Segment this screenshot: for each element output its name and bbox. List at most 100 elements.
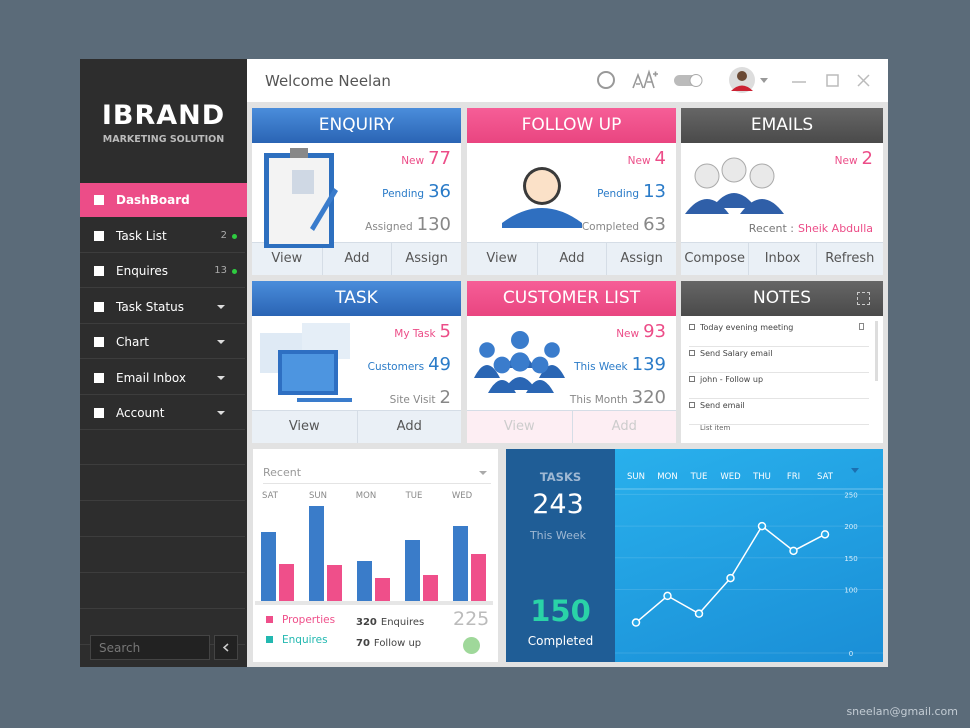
scrollbar bbox=[875, 321, 878, 381]
illustration bbox=[694, 163, 720, 189]
point bbox=[789, 546, 798, 556]
illustration bbox=[297, 398, 352, 402]
menu-item[interactable]: DashBoard bbox=[80, 183, 247, 217]
stat-value: 2 bbox=[439, 387, 451, 408]
sidebar bbox=[80, 59, 247, 667]
x-tick-label: WED bbox=[720, 472, 741, 482]
stat: New 4 bbox=[628, 148, 666, 169]
welcome: Welcome Neelan bbox=[265, 72, 391, 90]
note-item: john - Follow up bbox=[689, 373, 869, 399]
menu-icon bbox=[94, 337, 104, 347]
stat: New 77 bbox=[401, 148, 451, 169]
card: CUSTOMER LIST New 93 This Week 139 This Month… bbox=[467, 281, 676, 443]
menu-divider bbox=[80, 464, 245, 465]
x-tick-label: SUN bbox=[627, 472, 645, 482]
stat-label: New bbox=[401, 155, 425, 167]
search-box[interactable]: Search bbox=[90, 635, 210, 660]
tasks-title: TASKS bbox=[539, 470, 582, 484]
menu-divider bbox=[80, 500, 245, 501]
card-title: NOTES bbox=[681, 281, 883, 316]
stat-value: 77 bbox=[428, 148, 451, 169]
expand-icon[interactable] bbox=[857, 292, 870, 305]
menu-divider bbox=[80, 323, 245, 324]
checkbox[interactable] bbox=[689, 324, 695, 330]
menu-item[interactable]: Enquires 13 bbox=[80, 254, 247, 288]
pin bbox=[859, 323, 864, 330]
note-text: Today evening meeting bbox=[700, 323, 794, 332]
illustration bbox=[544, 342, 560, 358]
stat-label: Completed bbox=[581, 221, 640, 233]
stat-value: 36 bbox=[428, 181, 451, 202]
y-tick-label: 0 bbox=[849, 650, 853, 658]
illustration bbox=[749, 163, 775, 189]
checkbox[interactable] bbox=[689, 402, 695, 408]
menu-item[interactable]: Email Inbox bbox=[80, 361, 247, 395]
maximize[interactable] bbox=[826, 74, 839, 87]
menu-item[interactable]: Account bbox=[80, 396, 247, 430]
illustration bbox=[526, 170, 558, 202]
y-tick-label: 150 bbox=[844, 555, 857, 563]
note-add: List item bbox=[692, 424, 730, 432]
action-button[interactable]: View bbox=[252, 410, 357, 443]
action-button[interactable]: Refresh bbox=[815, 242, 883, 275]
x-tick-label: SUN bbox=[309, 491, 327, 501]
stat: Customers 49 bbox=[368, 354, 451, 375]
illustration bbox=[721, 157, 747, 183]
tagline: MARKETING SOLUTION bbox=[102, 134, 225, 145]
stat-value: 130 bbox=[416, 214, 451, 235]
stat-label: This Month bbox=[569, 394, 628, 406]
collapse-button[interactable] bbox=[214, 635, 238, 660]
menu-item[interactable]: Task List 2 bbox=[80, 219, 247, 253]
action-button[interactable]: Assign bbox=[606, 242, 676, 275]
bar bbox=[327, 565, 342, 601]
checkbox[interactable] bbox=[689, 350, 695, 356]
action-button[interactable]: Add bbox=[356, 410, 461, 443]
menu-divider bbox=[80, 287, 245, 288]
summary-label: Follow up bbox=[373, 638, 422, 649]
stat-value: 2 bbox=[861, 148, 873, 169]
action-button[interactable]: View bbox=[467, 410, 572, 443]
close[interactable] bbox=[857, 74, 870, 87]
note-item: Today evening meeting bbox=[689, 321, 869, 347]
point bbox=[631, 618, 641, 627]
menu-icon bbox=[94, 302, 104, 312]
summary-value: 70 bbox=[356, 638, 370, 649]
note-text: john - Follow up bbox=[700, 375, 764, 384]
stat: New 93 bbox=[616, 321, 666, 342]
menu-item[interactable]: Chart bbox=[80, 325, 247, 359]
menu-label: Email Inbox bbox=[116, 371, 186, 385]
summary-label: Enquires bbox=[380, 617, 425, 628]
menu-divider bbox=[80, 358, 245, 359]
illustrations bbox=[260, 148, 784, 402]
stat: Pending 36 bbox=[382, 181, 451, 202]
note-text: Send email bbox=[700, 401, 745, 410]
dropdown-arrow bbox=[479, 471, 487, 475]
recent: Recent : Sheik Abdulla bbox=[749, 222, 873, 235]
action-button[interactable]: Assign bbox=[391, 242, 461, 275]
action-button[interactable]: Inbox bbox=[748, 242, 816, 275]
font-size-icon[interactable] bbox=[632, 69, 658, 89]
stat-label: My Task bbox=[394, 328, 436, 340]
note-text: Send Salary email bbox=[700, 349, 773, 358]
checkbox[interactable] bbox=[689, 376, 695, 382]
menu-item[interactable]: Task Status bbox=[80, 290, 247, 324]
x-tick-label: FRI bbox=[787, 472, 800, 482]
card: EMAILS New 2 Recent : Sheik Abdulla Compose In… bbox=[681, 108, 883, 275]
card-title: CUSTOMER LIST bbox=[467, 281, 676, 316]
stat-label: New bbox=[834, 155, 858, 167]
card: TASK My Task 5 Customers 49 Site Visit 2 View Ad… bbox=[252, 281, 461, 443]
illustration bbox=[502, 208, 582, 228]
stat-value: 13 bbox=[643, 181, 666, 202]
action-button[interactable]: View bbox=[467, 242, 537, 275]
stat-value: 139 bbox=[631, 354, 666, 375]
action-button[interactable]: Compose bbox=[681, 242, 749, 275]
action-button[interactable]: Add bbox=[536, 242, 607, 275]
illustration bbox=[474, 365, 500, 378]
action-button[interactable]: Add bbox=[571, 410, 676, 443]
tasks-week-label: This Week bbox=[529, 529, 587, 542]
illustration bbox=[479, 342, 495, 358]
x-tick-label: SAT bbox=[262, 491, 279, 501]
menu-icon bbox=[94, 266, 104, 276]
brand: IBRAND bbox=[101, 100, 226, 131]
